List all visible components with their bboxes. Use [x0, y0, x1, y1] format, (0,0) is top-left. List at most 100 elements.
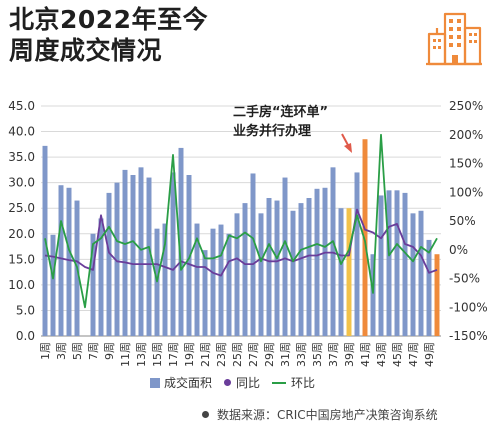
x-axis: 1周 3周 5周 7周 9周 11周 13周 15周 17周 19周 21周 23周 25周 27周 29周… — [39, 342, 436, 367]
y-right-tick-label: -150% — [449, 329, 488, 343]
x-tick-label: 25周 — [231, 342, 244, 367]
bar — [66, 187, 72, 336]
bar — [186, 175, 192, 336]
bar — [274, 200, 280, 336]
bar — [386, 190, 392, 336]
x-tick-label: 23周 — [215, 342, 228, 367]
x-tick-label: 3周 — [55, 342, 68, 360]
bar — [314, 188, 320, 336]
bar — [226, 233, 232, 336]
x-tick-label: 5周 — [71, 342, 84, 360]
y-right-tick-label: -100% — [449, 300, 488, 314]
bar — [434, 254, 440, 336]
legend-swatch-yoy — [224, 379, 232, 386]
y-left-tick-label: 20.0 — [8, 227, 35, 241]
bar — [114, 182, 120, 336]
y-right-tick-label: 0% — [449, 243, 468, 257]
x-tick-label: 35周 — [311, 342, 324, 367]
y-right-tick-label: -50% — [449, 272, 480, 286]
x-tick-label: 31周 — [279, 342, 292, 367]
annotation: 二手房“连环单” 业务并行办理 — [233, 104, 352, 153]
building-icon — [426, 12, 482, 66]
legend-item-bar: 成交面积 — [150, 374, 212, 391]
annotation-line1: 二手房“连环单” — [233, 104, 328, 120]
bar — [378, 195, 384, 336]
bar — [146, 177, 152, 336]
bar — [402, 192, 408, 336]
y-right-tick-label: 250% — [449, 99, 483, 113]
line-yoy — [44, 208, 438, 277]
bar — [282, 177, 288, 336]
bar — [322, 187, 328, 336]
y-left-tick-label: 35.0 — [8, 150, 35, 164]
legend-swatch-mom — [272, 381, 287, 384]
chart-title: 北京2022年至今 周度成交情况 — [9, 4, 208, 66]
bar — [50, 234, 56, 336]
bar — [202, 250, 208, 336]
bar — [90, 233, 96, 336]
source-text: 数据来源：CRIC中国房地产决策咨询系统 — [217, 408, 438, 422]
y-axis-left: 0.0 5.0 10.0 15.0 20.0 25.0 30.0 35.0 40.0 45.0 — [8, 99, 35, 343]
y-axis-right: -150% -100% -50% 0% 50% 100% 150% 200% 250% — [449, 99, 488, 343]
y-left-tick-label: 15.0 — [8, 252, 35, 266]
bar — [418, 210, 424, 336]
annotation-line2: 业务并行办理 — [233, 123, 311, 139]
bar — [346, 208, 352, 336]
bar — [330, 167, 336, 336]
y-right-tick-label: 100% — [449, 185, 483, 199]
x-tick-label: 15周 — [151, 342, 164, 367]
x-tick-label: 1周 — [39, 342, 52, 360]
x-tick-label: 11周 — [119, 342, 132, 367]
bar — [170, 172, 176, 336]
bar — [138, 167, 144, 336]
bar — [210, 228, 216, 336]
bar — [394, 190, 400, 336]
y-left-tick-label: 5.0 — [16, 303, 35, 317]
bar — [250, 173, 256, 336]
bar — [106, 192, 112, 336]
bar — [130, 175, 136, 336]
annotation-arrow — [341, 133, 352, 153]
legend-label-yoy: 同比 — [236, 376, 261, 390]
x-tick-label: 29周 — [263, 342, 276, 367]
line-mom — [44, 133, 438, 309]
legend-swatch-bar — [150, 377, 160, 388]
bar-series — [42, 139, 440, 336]
x-tick-label: 39周 — [343, 342, 356, 367]
x-tick-label: 33周 — [295, 342, 308, 367]
x-tick-label: 43周 — [375, 342, 388, 367]
y-left-tick-label: 30.0 — [8, 176, 35, 190]
legend-label-mom: 环比 — [291, 376, 316, 390]
y-right-tick-label: 200% — [449, 128, 483, 142]
y-left-tick-label: 10.0 — [8, 278, 35, 292]
bar — [154, 228, 160, 336]
bar — [258, 213, 264, 336]
bar — [306, 198, 312, 336]
bar — [338, 208, 344, 336]
y-left-tick-label: 40.0 — [8, 125, 35, 139]
y-left-tick-label: 25.0 — [8, 201, 35, 215]
y-right-tick-label: 50% — [449, 214, 476, 228]
x-tick-label: 27周 — [247, 342, 260, 367]
x-tick-label: 37周 — [327, 342, 340, 367]
x-tick-label: 41周 — [359, 342, 372, 367]
y-left-tick-label: 0.0 — [16, 329, 35, 343]
bar — [370, 254, 376, 336]
chart-title-line1: 北京2022年至今 — [9, 5, 209, 34]
bar — [178, 147, 184, 336]
bar — [426, 239, 432, 336]
bar — [98, 218, 104, 336]
source-note: 数据来源：CRIC中国房地产决策咨询系统 — [202, 406, 438, 423]
bar — [234, 213, 240, 336]
legend-item-mom: 环比 — [272, 374, 315, 391]
bullet-icon — [202, 411, 209, 418]
bar — [290, 210, 296, 336]
bar — [410, 213, 416, 336]
y-left-tick-label: 45.0 — [8, 99, 35, 113]
x-tick-label: 47周 — [407, 342, 420, 367]
legend-item-yoy: 同比 — [224, 374, 260, 391]
y-right-tick-label: 150% — [449, 157, 483, 171]
bar — [266, 198, 272, 336]
bar — [218, 224, 224, 336]
